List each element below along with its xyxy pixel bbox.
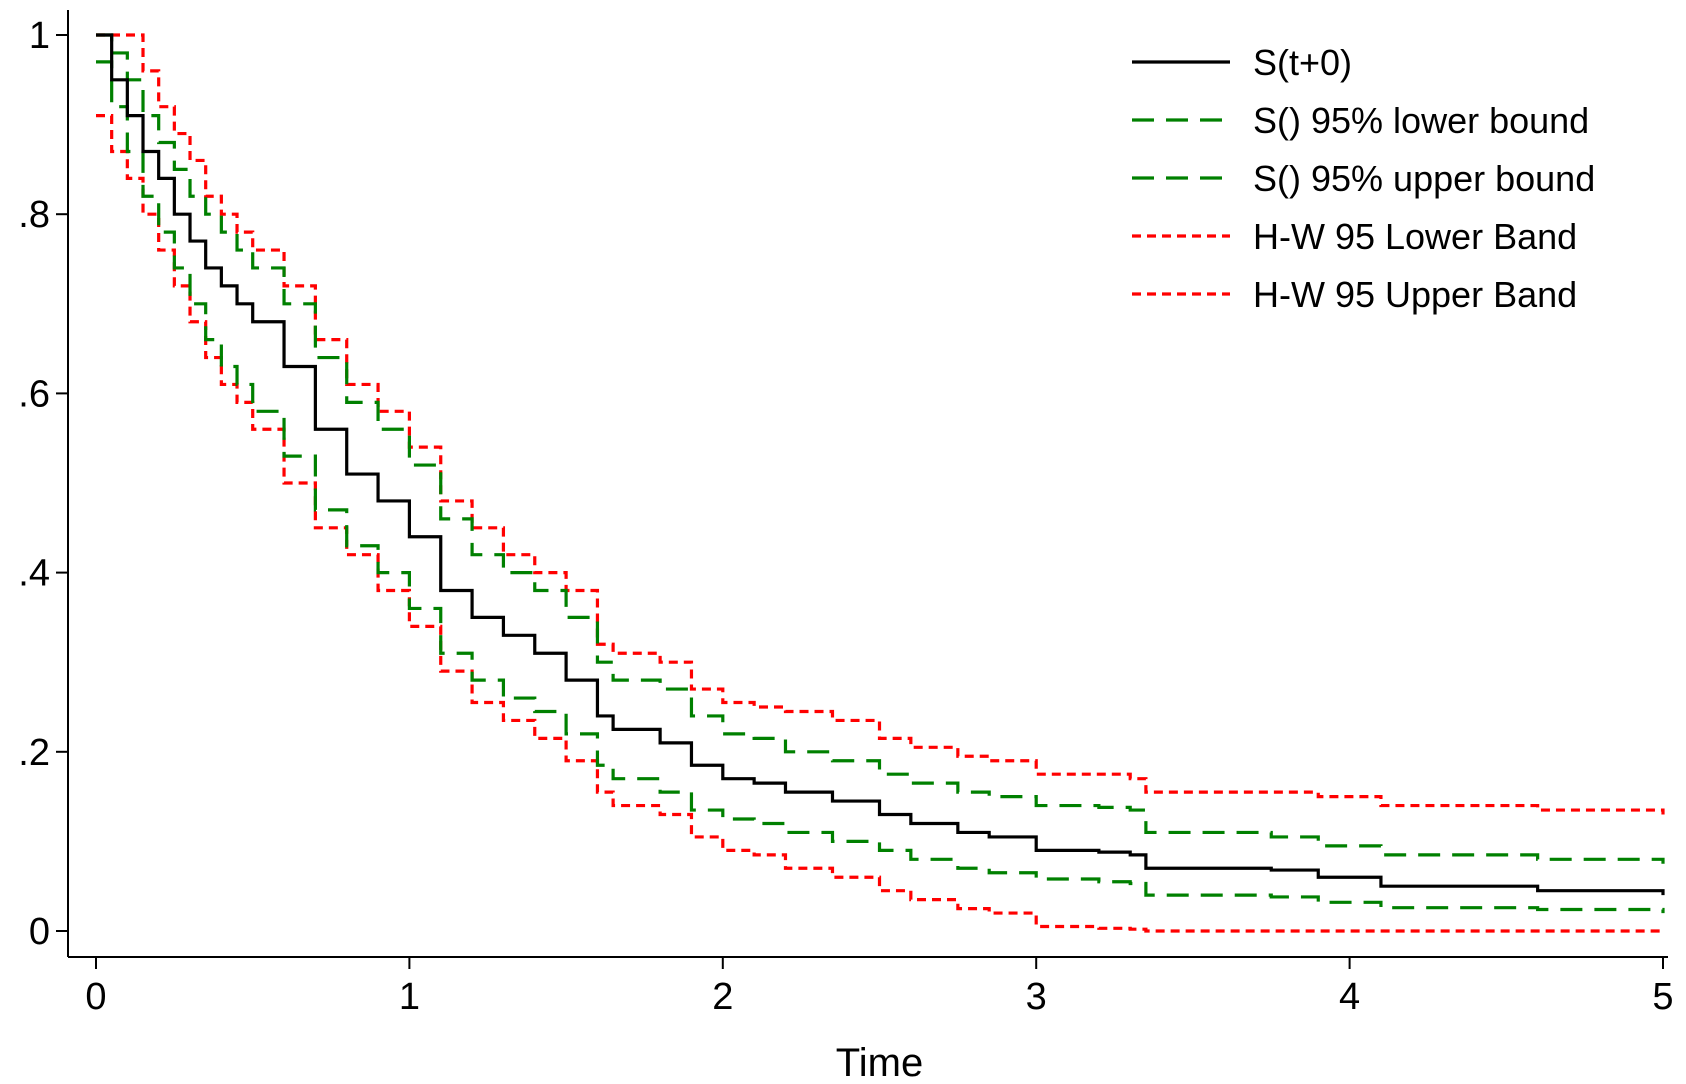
y-tick-label: 1 bbox=[29, 15, 50, 57]
x-tick-label: 4 bbox=[1339, 976, 1360, 1018]
legend-label: S() 95% upper bound bbox=[1253, 158, 1595, 199]
x-ticks: 0 1 2 3 4 5 bbox=[85, 957, 1674, 1018]
series-line-3 bbox=[96, 114, 1663, 933]
series-line-1 bbox=[96, 60, 1665, 914]
y-tick-label: .4 bbox=[18, 553, 50, 595]
x-tick-label: 2 bbox=[712, 976, 733, 1018]
series-line-2 bbox=[96, 33, 1665, 864]
x-tick-label: 5 bbox=[1652, 976, 1673, 1018]
x-tick-label: 1 bbox=[399, 976, 420, 1018]
legend-label: H-W 95 Upper Band bbox=[1253, 274, 1577, 315]
series-line-0 bbox=[96, 33, 1665, 896]
y-tick-label: 0 bbox=[29, 911, 50, 953]
y-tick-label: .8 bbox=[18, 194, 50, 236]
x-axis-title: Time bbox=[836, 1041, 923, 1084]
plot-lines bbox=[96, 33, 1665, 933]
y-tick-label: .6 bbox=[18, 373, 50, 415]
y-tick-label: .2 bbox=[18, 732, 50, 774]
legend-label: S() 95% lower bound bbox=[1253, 100, 1589, 141]
legend-label: H-W 95 Lower Band bbox=[1253, 216, 1577, 257]
series-line-4 bbox=[96, 33, 1665, 815]
x-tick-label: 3 bbox=[1026, 976, 1047, 1018]
x-tick-label: 0 bbox=[85, 976, 106, 1018]
legend: S(t+0) S() 95% lower bound S() 95% upper b… bbox=[1132, 42, 1595, 315]
legend-label: S(t+0) bbox=[1253, 42, 1352, 83]
y-ticks: 0 .2 .4 .6 .8 1 bbox=[18, 15, 68, 953]
